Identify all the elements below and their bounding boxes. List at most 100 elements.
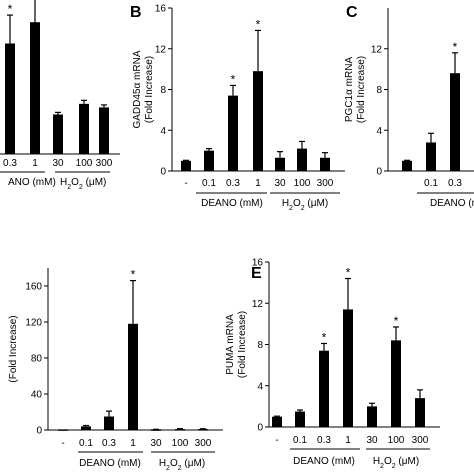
x-tick-label: 30 xyxy=(150,438,162,449)
x-tick-label: 0.3 xyxy=(102,438,116,449)
bar xyxy=(128,323,138,430)
x-tick-label: 100 xyxy=(172,438,189,449)
bar xyxy=(275,157,285,171)
group-label: H2O2 (μM) xyxy=(60,177,106,191)
x-tick-label: 30 xyxy=(52,158,64,169)
bar xyxy=(297,148,307,171)
significance-marker: * xyxy=(131,268,136,282)
x-tick-label: 100 xyxy=(294,178,311,189)
bar xyxy=(53,114,63,154)
bar xyxy=(151,429,161,431)
x-tick-label: 300 xyxy=(412,435,429,446)
significance-marker: * xyxy=(346,266,351,280)
bar xyxy=(426,142,436,171)
bar xyxy=(79,103,89,154)
significance-marker: * xyxy=(231,72,236,86)
significance-marker: * xyxy=(394,314,399,328)
bar xyxy=(415,398,425,427)
x-tick-label: 0.3 xyxy=(317,435,331,446)
x-tick-label: 1 xyxy=(255,178,261,189)
bar xyxy=(228,95,238,171)
y-tick-label: 0 xyxy=(36,426,42,437)
significance-marker: * xyxy=(322,330,327,344)
bar xyxy=(295,411,305,427)
bar xyxy=(272,416,282,427)
bar xyxy=(367,406,377,427)
y-tick-label: 0 xyxy=(257,423,263,434)
y-tick-label: 40 xyxy=(31,390,43,401)
bar xyxy=(58,429,68,431)
x-tick-label: 0.1 xyxy=(202,178,216,189)
bar xyxy=(81,426,91,430)
bar xyxy=(343,309,353,427)
y-axis-label: (Fold Increase) xyxy=(237,311,248,378)
x-tick-label: - xyxy=(275,435,278,446)
x-tick-label: 1 xyxy=(130,438,136,449)
x-tick-label: 100 xyxy=(76,158,93,169)
significance-marker: * xyxy=(256,17,261,31)
y-tick-label: 8 xyxy=(257,340,263,351)
x-tick-label: 1 xyxy=(345,435,351,446)
bar xyxy=(253,71,263,171)
x-tick-label: 100 xyxy=(388,435,405,446)
x-tick-label: 300 xyxy=(317,178,334,189)
x-tick-label: 1 xyxy=(32,158,38,169)
x-tick-label: 0.3 xyxy=(3,158,17,169)
y-axis-label: (Fold Increase) xyxy=(356,56,367,123)
y-tick-label: 8 xyxy=(376,85,382,96)
group-label: DEANO (mM) xyxy=(79,458,141,469)
y-axis-label: (Fold Increase) xyxy=(8,315,19,382)
y-tick-label: 12 xyxy=(371,44,383,55)
y-axis-label: PGC1α mRNA xyxy=(344,57,355,123)
y-axis-label: PUMA mRNA xyxy=(225,314,236,375)
y-tick-label: 120 xyxy=(25,318,42,329)
bar xyxy=(391,340,401,427)
significance-marker: * xyxy=(453,40,458,54)
panel-letter: C xyxy=(346,4,358,21)
x-tick-label: 0.1 xyxy=(293,435,307,446)
panel-letter: B xyxy=(130,4,142,21)
y-tick-label: 12 xyxy=(252,299,264,310)
y-tick-label: 16 xyxy=(252,258,264,269)
group-label: ANO (mM) xyxy=(8,177,56,188)
group-label: DEANO (m xyxy=(430,198,474,209)
bar xyxy=(204,150,214,171)
y-axis-label: GADD45α mRNA xyxy=(132,50,143,128)
y-tick-label: 80 xyxy=(31,354,43,365)
y-tick-label: 4 xyxy=(160,126,166,137)
y-tick-label: 4 xyxy=(257,381,263,392)
y-tick-label: 160 xyxy=(25,282,42,293)
x-tick-label: 30 xyxy=(274,178,286,189)
x-tick-label: 0.1 xyxy=(79,438,93,449)
bar xyxy=(450,73,460,171)
bar xyxy=(320,157,330,171)
bar xyxy=(402,160,412,171)
bar xyxy=(319,350,329,427)
x-tick-label: 300 xyxy=(195,438,212,449)
panel-letter: E xyxy=(251,265,262,282)
y-tick-label: 12 xyxy=(155,44,167,55)
panel-c: C 0 4 8 12 PGC1α mRNA (Fold Increase) 0.1 * 0.3 xyxy=(344,4,474,194)
panel-b: B 0 4 8 12 16 GADD45α mRNA (Fold Increase) - 0.1 *… xyxy=(130,4,345,194)
x-tick-label: 0.1 xyxy=(424,178,438,189)
bar xyxy=(175,429,185,431)
x-tick-label: - xyxy=(184,178,187,189)
group-label: DEANO (mM) xyxy=(201,198,263,209)
y-tick-label: 4 xyxy=(376,126,382,137)
bar xyxy=(198,429,208,431)
y-tick-label: 0 xyxy=(160,167,166,178)
y-tick-label: 16 xyxy=(155,4,167,15)
bar xyxy=(104,416,114,430)
group-label: H2O2 (μM) xyxy=(282,198,328,212)
x-tick-label: - xyxy=(61,438,64,449)
y-tick-label: 0 xyxy=(376,167,382,178)
group-label: DEANO (mM) xyxy=(293,456,355,467)
bar xyxy=(30,22,40,155)
bar xyxy=(99,107,109,154)
x-tick-label: 30 xyxy=(366,435,378,446)
bar xyxy=(181,160,191,171)
significance-marker: * xyxy=(8,2,13,16)
group-label: H2O2 (μM) xyxy=(373,456,419,470)
